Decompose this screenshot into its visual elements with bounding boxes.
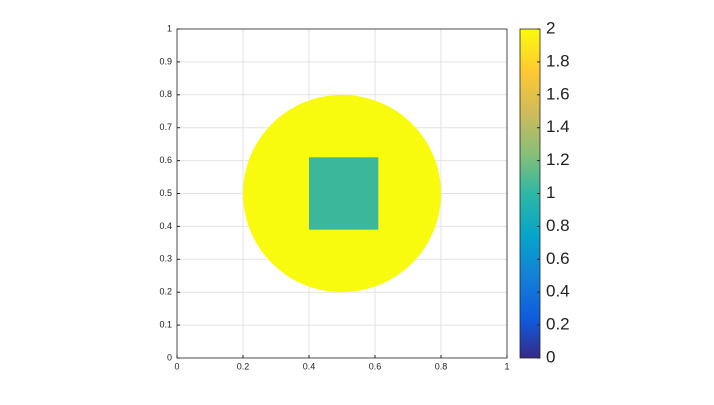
colorbar-tick-label: 0.8 (546, 216, 570, 235)
colorbar-tick-label: 0.2 (546, 315, 570, 334)
y-tick-label: 0.3 (159, 254, 172, 264)
y-tick-label: 0 (167, 352, 172, 362)
plot-area (243, 94, 441, 293)
x-tick-label: 1 (504, 361, 509, 371)
y-tick-label: 0.9 (159, 56, 172, 66)
y-tick-label: 0.8 (159, 89, 172, 99)
x-tick-label: 0.4 (303, 361, 316, 371)
y-tick-label: 0.7 (159, 122, 172, 132)
x-tick-label: 0.2 (237, 361, 250, 371)
colorbar-tick-label: 1 (546, 183, 555, 202)
colorbar-tick-label: 1.8 (546, 51, 570, 70)
y-tick-label: 0.4 (159, 221, 172, 231)
colorbar-tick-label: 1.2 (546, 150, 570, 169)
y-tick-label: 0.2 (159, 287, 172, 297)
y-tick-label: 0.1 (159, 319, 172, 329)
x-tick-label: 0.8 (435, 361, 448, 371)
colorbar-tick-label: 2 (546, 18, 555, 37)
y-tick-label: 1 (167, 23, 172, 33)
x-tick-label: 0 (174, 361, 179, 371)
y-tick-label: 0.6 (159, 155, 172, 165)
colorbar-tick-label: 1.6 (546, 84, 570, 103)
colorbar-tick-label: 0.6 (546, 249, 570, 268)
colorbar-tick-label: 1.4 (546, 117, 570, 136)
x-tick-label: 0.6 (369, 361, 382, 371)
colorbar-tick-label: 0.4 (546, 282, 570, 301)
colorbar-tick-label: 0 (546, 347, 555, 366)
rect-region (309, 157, 379, 230)
y-tick-label: 0.5 (159, 188, 172, 198)
